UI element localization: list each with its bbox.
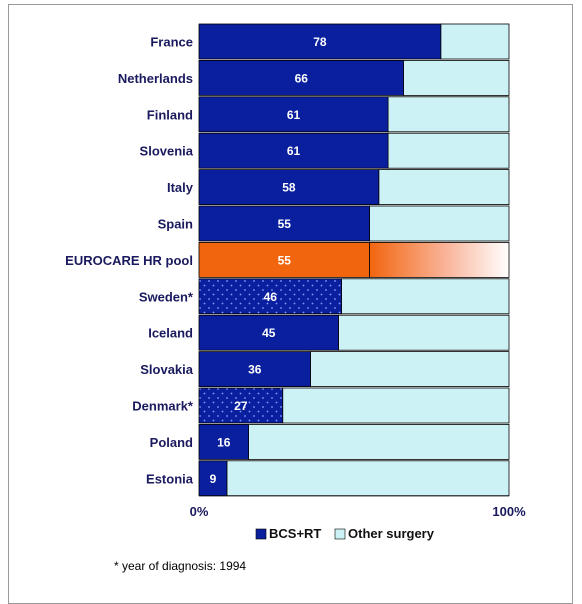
bar-bcs-rt-sweden <box>198 278 343 315</box>
category-label-slovakia: Slovakia <box>140 362 194 377</box>
value-label-slovenia: 61 <box>287 144 301 158</box>
bar-other-surgery-estonia <box>226 460 510 497</box>
bar-bcs-rt-spain <box>198 205 370 242</box>
bar-bcs-rt-iceland <box>198 314 339 351</box>
bar-other-surgery-denmark <box>282 387 510 424</box>
legend-swatch-other-surgery <box>334 528 346 540</box>
legend-label-bcs-rt: BCS+RT <box>269 526 321 541</box>
category-label-italy: Italy <box>167 180 194 195</box>
value-label-iceland: 45 <box>262 326 276 340</box>
bar-other-surgery-poland <box>248 423 510 460</box>
category-label-iceland: Iceland <box>148 326 193 341</box>
bar-other-surgery-sweden <box>341 278 510 315</box>
bar-bcs-rt-finland <box>198 96 389 133</box>
legend-swatch-bcs-rt <box>255 528 267 540</box>
bar-bcs-rt-slovakia <box>198 351 311 388</box>
category-label-sweden: Sweden* <box>139 289 194 304</box>
bar-other-surgery-spain <box>369 205 510 242</box>
bar-bcs-rt-slovenia <box>198 132 389 169</box>
legend-label-other-surgery: Other surgery <box>348 526 435 541</box>
bar-bcs-rt-france <box>198 23 442 60</box>
bar-bcs-rt-denmark <box>198 387 284 424</box>
bar-other-surgery-eurocare-hr-pool <box>369 241 510 278</box>
value-label-eurocare-hr-pool: 55 <box>278 253 292 267</box>
category-label-estonia: Estonia <box>146 471 194 486</box>
category-label-finland: Finland <box>147 107 193 122</box>
category-label-denmark: Denmark* <box>132 399 194 414</box>
value-label-spain: 55 <box>278 217 292 231</box>
bar-other-surgery-italy <box>378 169 510 206</box>
value-label-netherlands: 66 <box>295 71 309 85</box>
value-label-sweden: 46 <box>264 290 278 304</box>
value-label-slovakia: 36 <box>248 363 262 377</box>
value-label-finland: 61 <box>287 108 301 122</box>
bar-bcs-rt-italy <box>198 169 380 206</box>
bar-bcs-rt-eurocare-hr-pool <box>198 241 370 278</box>
bar-other-surgery-finland <box>387 96 510 133</box>
bar-bcs-rt-netherlands <box>198 60 405 96</box>
x-tick-label-1: 100% <box>492 504 526 519</box>
bar-other-surgery-france <box>440 23 510 60</box>
chart-svg: 78 France 66 Netherlands 61 Finland 61 Slovenia… <box>65 23 526 573</box>
category-label-spain: Spain <box>158 217 193 232</box>
value-label-estonia: 9 <box>210 472 217 486</box>
bar-other-surgery-iceland <box>338 314 510 351</box>
legend: BCS+RT Other surgery <box>255 526 435 541</box>
footnote: * year of diagnosis: 1994 <box>114 559 246 573</box>
category-label-france: France <box>150 35 193 50</box>
category-label-netherlands: Netherlands <box>118 71 193 86</box>
category-label-slovenia: Slovenia <box>140 144 194 159</box>
value-label-italy: 58 <box>282 181 296 195</box>
value-label-poland: 16 <box>217 435 231 449</box>
bar-other-surgery-netherlands <box>403 60 510 96</box>
category-label-eurocare-hr-pool: EUROCARE HR pool <box>65 253 193 268</box>
value-label-denmark: 27 <box>234 399 248 413</box>
x-tick-label-0: 0% <box>190 504 209 519</box>
bar-other-surgery-slovenia <box>387 132 510 169</box>
bar-bcs-rt-poland <box>198 423 249 460</box>
bar-other-surgery-slovakia <box>310 351 510 388</box>
category-label-poland: Poland <box>150 435 193 450</box>
value-label-france: 78 <box>313 35 327 49</box>
